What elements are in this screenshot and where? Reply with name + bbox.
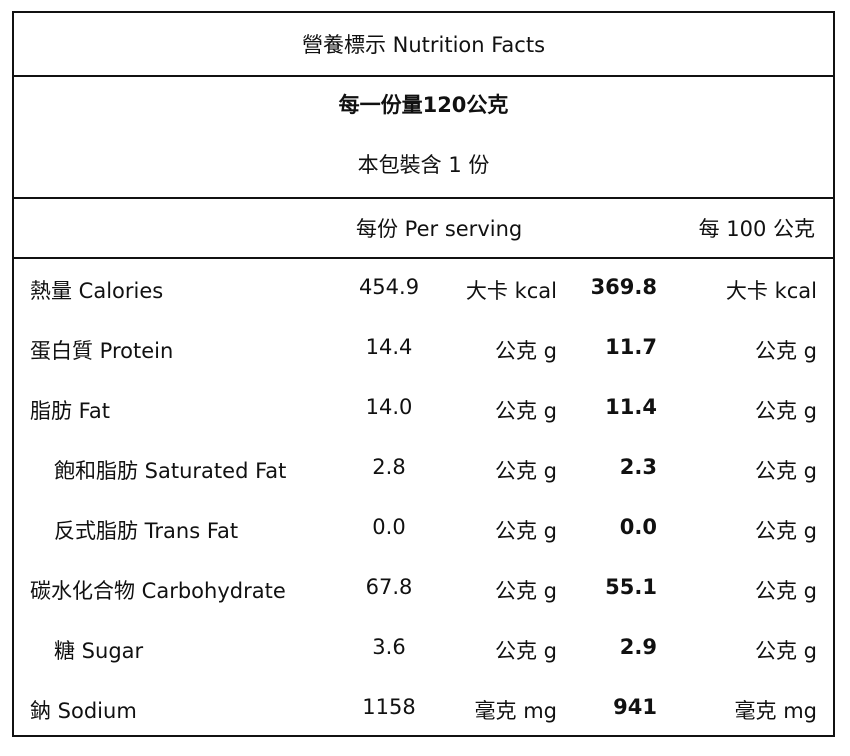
label-title: 營養標示 Nutrition Facts bbox=[14, 13, 833, 77]
table-row: 糖 Sugar 3.6 公克 g 2.9 公克 g bbox=[14, 619, 833, 679]
per-serving-value: 454.9 bbox=[358, 275, 420, 299]
per-serving-unit: 大卡 kcal bbox=[465, 279, 557, 303]
per-serving-unit: 公克 g bbox=[494, 339, 557, 363]
per-100g-value: 941 bbox=[613, 695, 657, 719]
per-100g-unit: 公克 g bbox=[754, 579, 817, 603]
per-100g-unit: 大卡 kcal bbox=[725, 279, 817, 303]
per-serving-value: 0.0 bbox=[372, 515, 406, 539]
nutrient-name: 蛋白質 Protein bbox=[30, 339, 174, 363]
per-100g-unit: 公克 g bbox=[754, 339, 817, 363]
per-100g-header: 每 100 公克 bbox=[698, 217, 815, 241]
per-100g-unit: 公克 g bbox=[754, 459, 817, 483]
nutrient-name: 脂肪 Fat bbox=[30, 399, 110, 423]
per-serving-unit: 公克 g bbox=[494, 639, 557, 663]
per-serving-unit: 公克 g bbox=[494, 399, 557, 423]
per-100g-value: 2.9 bbox=[619, 635, 657, 659]
table-row: 熱量 Calories 454.9 大卡 kcal 369.8 大卡 kcal bbox=[14, 259, 833, 319]
per-100g-unit: 公克 g bbox=[754, 639, 817, 663]
nutrient-name: 糖 Sugar bbox=[54, 639, 144, 663]
nutrient-name: 熱量 Calories bbox=[30, 279, 164, 303]
per-serving-value: 14.0 bbox=[365, 395, 413, 419]
nutrition-facts-panel: 營養標示 Nutrition Facts 每一份量120公克 本包裝含 1 份 … bbox=[12, 11, 835, 737]
per-serving-value: 67.8 bbox=[365, 575, 413, 599]
serving-size: 每一份量120公克 bbox=[338, 93, 509, 117]
per-100g-value: 0.0 bbox=[619, 515, 657, 539]
table-row: 脂肪 Fat 14.0 公克 g 11.4 公克 g bbox=[14, 379, 833, 439]
table-row: 鈉 Sodium 1158 毫克 mg 941 毫克 mg bbox=[14, 679, 833, 739]
nutrient-name: 鈉 Sodium bbox=[30, 699, 137, 723]
per-100g-unit: 公克 g bbox=[754, 519, 817, 543]
per-100g-value: 369.8 bbox=[590, 275, 657, 299]
per-serving-unit: 公克 g bbox=[494, 579, 557, 603]
table-row: 蛋白質 Protein 14.4 公克 g 11.7 公克 g bbox=[14, 319, 833, 379]
servings-per-package: 本包裝含 1 份 bbox=[357, 153, 490, 177]
column-header-row: 每份 Per serving 每 100 公克 bbox=[14, 197, 833, 259]
per-serving-unit: 公克 g bbox=[494, 459, 557, 483]
table-row: 飽和脂肪 Saturated Fat 2.8 公克 g 2.3 公克 g bbox=[14, 439, 833, 499]
nutrient-name: 反式脂肪 Trans Fat bbox=[54, 519, 239, 543]
per-serving-header: 每份 Per serving bbox=[356, 217, 523, 241]
per-serving-value: 2.8 bbox=[372, 455, 406, 479]
per-serving-value: 1158 bbox=[362, 695, 416, 719]
nutrient-name: 碳水化合物 Carbohydrate bbox=[30, 579, 286, 603]
per-100g-value: 55.1 bbox=[605, 575, 657, 599]
per-serving-unit: 毫克 mg bbox=[474, 699, 557, 723]
nutrient-name: 飽和脂肪 Saturated Fat bbox=[54, 459, 287, 483]
per-serving-value: 14.4 bbox=[365, 335, 413, 359]
per-100g-value: 11.7 bbox=[605, 335, 657, 359]
per-serving-unit: 公克 g bbox=[494, 519, 557, 543]
per-100g-unit: 毫克 mg bbox=[734, 699, 817, 723]
per-100g-unit: 公克 g bbox=[754, 399, 817, 423]
serving-info: 每一份量120公克 本包裝含 1 份 bbox=[14, 75, 833, 199]
table-row: 反式脂肪 Trans Fat 0.0 公克 g 0.0 公克 g bbox=[14, 499, 833, 559]
per-100g-value: 2.3 bbox=[619, 455, 657, 479]
per-serving-value: 3.6 bbox=[372, 635, 406, 659]
per-100g-value: 11.4 bbox=[605, 395, 657, 419]
table-row: 碳水化合物 Carbohydrate 67.8 公克 g 55.1 公克 g bbox=[14, 559, 833, 619]
nutrient-rows: 熱量 Calories 454.9 大卡 kcal 369.8 大卡 kcal 蛋白質 P… bbox=[14, 259, 833, 739]
